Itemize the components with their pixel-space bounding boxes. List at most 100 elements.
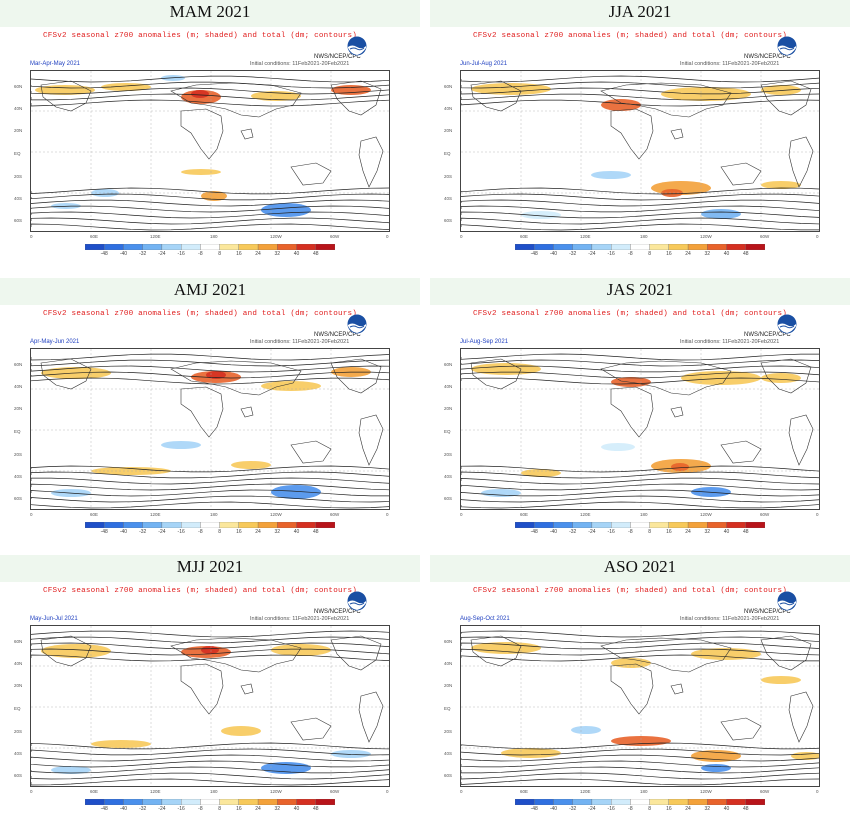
height-contour — [461, 483, 819, 491]
colorbar-swatch — [668, 799, 689, 805]
coastline — [720, 440, 762, 464]
colorbar-swatch — [181, 244, 201, 250]
colorbar-tick-label: -40 — [119, 806, 128, 812]
colorbar-swatch — [161, 244, 182, 250]
anomaly-shading — [471, 83, 551, 95]
coastline — [720, 162, 762, 186]
longitude-tick-label: 120E — [580, 789, 591, 794]
longitude-tick-label: 120W — [700, 512, 712, 517]
coastline — [670, 683, 684, 695]
latitude-tick-label: 20S — [444, 174, 453, 179]
colorbar-swatch — [85, 799, 105, 805]
colorbar-swatch — [591, 799, 612, 805]
colorbar-swatch — [726, 522, 746, 528]
height-contour — [461, 742, 819, 750]
anomaly-shading — [471, 642, 541, 654]
noaa-logo-icon — [347, 591, 367, 611]
colorbar-tick-label: -32 — [569, 529, 577, 535]
height-contour — [31, 371, 389, 379]
forecast-map-panel: CFSv2 seasonal z700 anomalies (m; shaded… — [430, 308, 850, 548]
anomaly-shading — [701, 764, 731, 772]
latitude-tick-label: 40N — [14, 661, 23, 666]
height-contour — [31, 223, 389, 231]
longitude-tick-label: 60E — [520, 234, 529, 239]
colorbar-swatch — [200, 522, 220, 528]
colorbar-tick-label: 40 — [723, 251, 730, 257]
coastline — [330, 80, 382, 116]
colorbar-tick-label: -48 — [530, 251, 538, 257]
colorbar-swatch — [515, 522, 535, 528]
height-contour — [31, 187, 389, 195]
colorbar-tick-label: 24 — [685, 529, 691, 535]
plot-header: CFSv2 seasonal z700 anomalies (m; shaded… — [473, 587, 787, 595]
colorbar-swatch — [104, 799, 124, 805]
forecast-map-panel: CFSv2 seasonal z700 anomalies (m; shaded… — [430, 585, 850, 825]
longitude-tick-label: 0 — [30, 234, 33, 239]
noaa-logo-icon — [347, 314, 367, 334]
noaa-logo-icon — [777, 591, 797, 611]
latitude-tick-label: 20S — [14, 729, 23, 734]
latitude-tick-label: 20N — [444, 406, 453, 411]
height-contour — [461, 766, 819, 774]
longitude-tick-label: 60E — [90, 234, 99, 239]
longitude-tick-label: 0 — [460, 512, 463, 517]
latitude-tick-label: 60N — [444, 362, 453, 367]
colorbar-swatch — [296, 522, 316, 528]
longitude-tick-label: 120W — [270, 789, 282, 794]
longitude-axis: 0 60E 120E 180 120W 60W 0 — [460, 234, 820, 242]
height-contour — [31, 489, 389, 497]
latitude-tick-label: 40S — [444, 196, 453, 201]
latitude-tick-label: 60S — [444, 218, 453, 223]
latitude-tick-label: 20S — [14, 174, 23, 179]
height-contour — [461, 187, 819, 195]
colorbar-tick-label: -32 — [139, 529, 147, 535]
colorbar-swatch — [745, 799, 765, 805]
height-contour — [461, 193, 819, 201]
plot-header: CFSv2 seasonal z700 anomalies (m; shaded… — [473, 310, 787, 318]
colorbar-swatch — [85, 244, 105, 250]
colorbar-swatch — [668, 522, 689, 528]
height-contour — [461, 223, 819, 231]
colorbar-tick-label: 24 — [255, 806, 261, 812]
longitude-axis: 0 60E 120E 180 120W 60W 0 — [30, 789, 390, 797]
height-contour — [31, 365, 389, 373]
latitude-tick-label: 60N — [14, 362, 23, 367]
coastline — [760, 635, 812, 671]
colorbar-swatch — [104, 522, 124, 528]
colorbar — [515, 522, 765, 528]
height-contour — [31, 99, 389, 107]
colorbar-swatch — [745, 244, 765, 250]
latitude-tick-label: 60N — [14, 639, 23, 644]
longitude-tick-label: 180 — [210, 234, 218, 239]
initial-conditions-label: Initial conditions: 11Feb2021-20Feb2021 — [250, 61, 350, 67]
latitude-tick-label: 40N — [14, 106, 23, 111]
map-area — [30, 625, 390, 787]
latitude-tick-label: EQ — [14, 706, 21, 711]
colorbar-swatch — [219, 244, 239, 250]
latitude-tick-label: 40S — [14, 751, 23, 756]
map-area — [30, 348, 390, 510]
longitude-tick-label: 0 — [30, 512, 33, 517]
colorbar-tick-label: -8 — [198, 806, 203, 812]
coastline — [290, 440, 332, 464]
colorbar-swatch — [572, 244, 593, 250]
height-contour — [461, 654, 819, 662]
colorbar-swatch — [277, 522, 297, 528]
height-contour — [461, 211, 819, 219]
title-strip — [430, 555, 850, 582]
colorbar-swatch — [104, 244, 124, 250]
coastline — [600, 637, 732, 673]
latitude-tick-label: 20N — [444, 683, 453, 688]
anomaly-shading — [501, 748, 561, 758]
longitude-tick-label: 0 — [386, 789, 389, 794]
coastline — [760, 358, 812, 394]
colorbar-tick-label: 48 — [742, 806, 749, 812]
coastline — [290, 162, 332, 186]
height-contour — [31, 636, 389, 644]
colorbar-swatch — [687, 522, 708, 528]
anomaly-shading — [601, 99, 641, 111]
colorbar-tick-label: -24 — [588, 529, 596, 535]
colorbar-swatch — [219, 799, 239, 805]
colorbar-tick-label: -8 — [628, 529, 633, 535]
longitude-tick-label: 120W — [700, 234, 712, 239]
